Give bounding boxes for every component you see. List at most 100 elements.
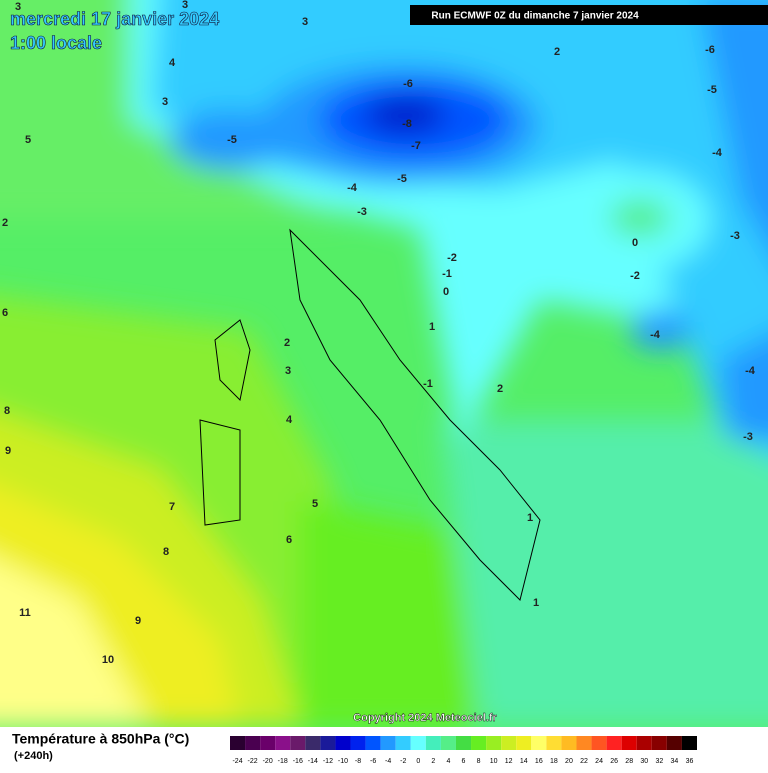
colorbar-label: 4 (446, 758, 450, 765)
contour-label: 4 (169, 57, 176, 69)
colorbar-swatch (395, 736, 411, 750)
contour-label: 3 (302, 16, 308, 28)
colorbar-swatch (305, 736, 321, 750)
colorbar-swatch (440, 736, 456, 750)
colorbar-label: -8 (355, 758, 361, 765)
contour-label: 1 (533, 597, 539, 609)
colorbar-swatch (455, 736, 472, 750)
footer-lead: (+240h) (14, 750, 53, 762)
run-box (410, 5, 768, 25)
contour-label: -6 (403, 78, 413, 90)
colorbar-label: 22 (580, 758, 588, 765)
colorbar-swatch (681, 736, 697, 750)
contour-label: -5 (397, 173, 407, 185)
contour-label: -4 (650, 329, 661, 341)
contour-label: -5 (707, 84, 717, 96)
contour-label: -5 (227, 134, 237, 146)
colorbar-swatch (636, 736, 652, 750)
contour-label: -7 (411, 140, 421, 152)
colorbar-swatch (365, 736, 381, 750)
colorbar-label: 0 (416, 758, 420, 765)
contour-label: 2 (284, 337, 290, 349)
colorbar-swatch (486, 736, 502, 750)
colorbar-label: 14 (520, 758, 528, 765)
contour-label: 3 (182, 0, 188, 11)
colorbar-swatch (501, 736, 517, 750)
colorbar-label: 12 (505, 758, 513, 765)
contour-label: 3 (162, 96, 168, 108)
colorbar-label: 34 (671, 758, 679, 765)
colorbar-label: -12 (323, 758, 333, 765)
contour-label: -3 (730, 230, 740, 242)
contour-label: 2 (554, 46, 560, 58)
contour-label: 9 (135, 615, 141, 627)
colorbar-swatch (576, 736, 592, 750)
colorbar-swatch (275, 736, 291, 750)
colorbar-swatch (516, 736, 532, 750)
colorbar-swatch (260, 736, 276, 750)
map-time: 1:00 locale (10, 33, 102, 53)
temperature-field (0, 0, 768, 727)
contour-label: 10 (102, 654, 114, 666)
copyright: Copyright 2024 Meteociel.fr (353, 712, 497, 724)
colorbar-label: -10 (338, 758, 348, 765)
contour-label: 5 (312, 498, 318, 510)
contour-label: 5 (25, 134, 31, 146)
colorbar-swatch (471, 736, 487, 750)
contour-label: 0 (632, 237, 638, 249)
colorbar-label: 32 (655, 758, 663, 765)
footer-title: Température à 850hPa (°C) (12, 731, 189, 747)
colorbar-label: 28 (625, 758, 633, 765)
contour-label: 8 (4, 405, 10, 417)
colorbar-swatch (666, 736, 682, 750)
contour-label: 6 (286, 534, 292, 546)
colorbar-label: -6 (370, 758, 376, 765)
contour-label: -3 (743, 431, 753, 443)
colorbar-label: -20 (263, 758, 273, 765)
colorbar-label: -14 (308, 758, 318, 765)
contour-label: 4 (286, 414, 293, 426)
run-label: Run ECMWF 0Z du dimanche 7 janvier 2024 (431, 11, 639, 22)
colorbar-swatch (350, 736, 366, 750)
contour-label: 0 (443, 286, 449, 298)
contour-label: 6 (2, 307, 8, 319)
colorbar-swatch (561, 736, 577, 750)
colorbar-label: -18 (278, 758, 288, 765)
colorbar-label: -24 (232, 758, 242, 765)
colorbar-label: 18 (550, 758, 558, 765)
map-date: mercredi 17 janvier 2024 (10, 9, 219, 29)
colorbar-label: 8 (477, 758, 481, 765)
colorbar-label: 30 (640, 758, 648, 765)
contour-label: -3 (357, 206, 367, 218)
colorbar-label: 36 (686, 758, 694, 765)
colorbar-label: 2 (431, 758, 435, 765)
contour-label: 11 (19, 607, 31, 619)
colorbar-label: 20 (565, 758, 573, 765)
contour-label: -1 (442, 268, 452, 280)
contour-label: -4 (347, 182, 358, 194)
contour-label: -2 (630, 270, 640, 282)
colorbar-label: 6 (462, 758, 466, 765)
contour-label: -4 (745, 365, 756, 377)
contour-label: -4 (712, 147, 723, 159)
contour-label: 3 (15, 1, 21, 13)
contour-label: 9 (5, 445, 11, 457)
contour-label: 7 (169, 501, 175, 513)
colorbar-swatch (245, 736, 261, 750)
contour-label: 1 (429, 321, 435, 333)
colorbar-swatch (410, 736, 426, 750)
colorbar-swatch (380, 736, 396, 750)
colorbar-swatch (651, 736, 667, 750)
colorbar-swatch (591, 736, 607, 750)
colorbar-swatch (546, 736, 562, 750)
colorbar-swatch (531, 736, 547, 750)
colorbar-swatch (320, 736, 336, 750)
contour-label: 2 (497, 383, 503, 395)
colorbar-swatch (606, 736, 622, 750)
colorbar-swatch (621, 736, 637, 750)
colorbar-label: -22 (248, 758, 258, 765)
contour-label: -2 (447, 252, 457, 264)
colorbar-swatch (425, 736, 441, 750)
contour-label: -1 (423, 378, 433, 390)
